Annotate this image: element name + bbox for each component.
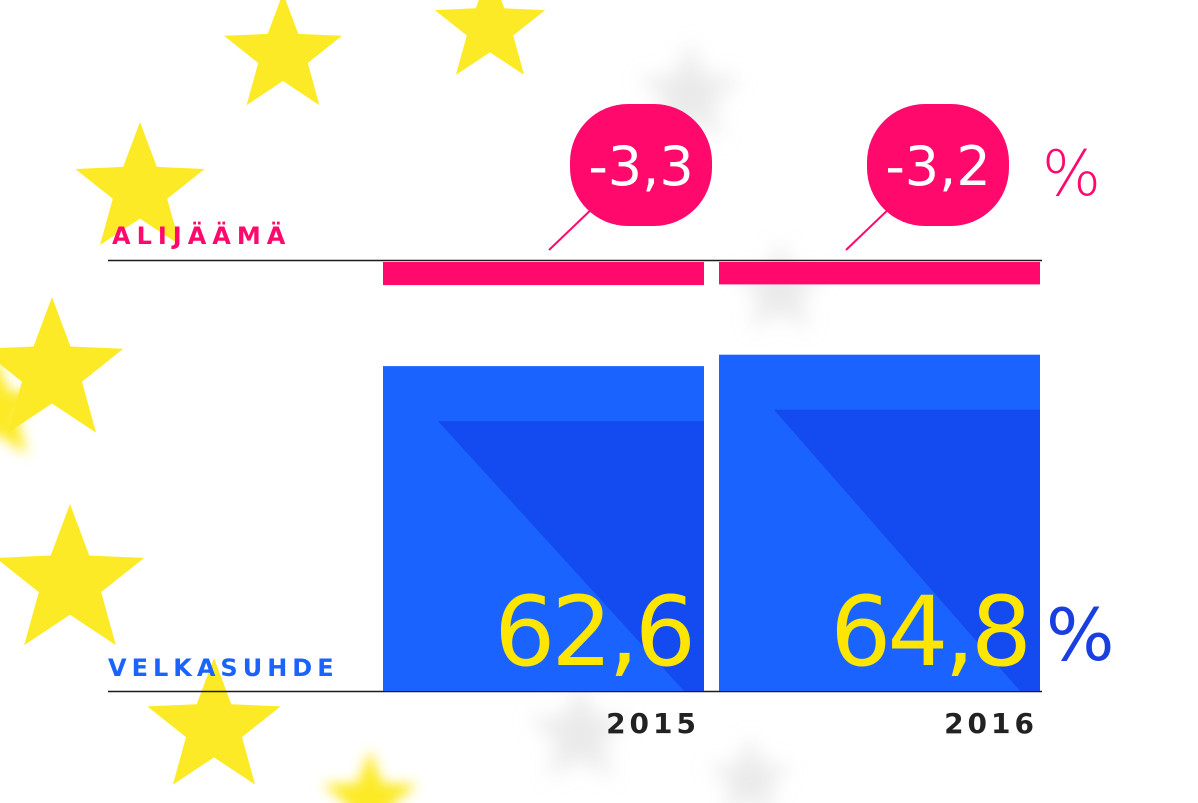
deficit-bar-2016 — [719, 262, 1040, 285]
year-label-2015: 2015 — [606, 707, 700, 740]
deficit-value-label: -3,2 — [885, 135, 990, 198]
debt-bar-shade — [438, 421, 704, 691]
star-icon — [75, 122, 205, 245]
axes — [108, 259, 1042, 693]
debt-bar-shade — [774, 409, 1040, 691]
ghost-star-icon — [732, 240, 828, 331]
deficit-value-label: -3,3 — [588, 135, 693, 198]
bars — [383, 262, 1040, 691]
debt-value-label: 64,8 — [830, 576, 1028, 688]
ghost-star-icon — [707, 735, 793, 803]
star-icon — [224, 0, 342, 106]
deficit-value-bubble — [570, 104, 712, 226]
year-label-2016: 2016 — [944, 707, 1038, 740]
eu-flag-stars-background — [0, 0, 828, 803]
star-icon — [0, 504, 145, 646]
deficit-series-label: ALIJÄÄMÄ — [112, 221, 291, 250]
deficit-unit-label: % — [1042, 137, 1101, 210]
labels: ALIJÄÄMÄ VELKASUHDE -3,3 -3,2 % 62,6 64,8 % 2015… — [108, 104, 1114, 740]
debt-series-label: VELKASUHDE — [108, 654, 339, 682]
debt-unit-label: % — [1046, 593, 1114, 677]
deficit-bar-2015 — [383, 262, 704, 286]
ghost-star-icon — [637, 40, 743, 140]
ghost-star-icon — [527, 680, 633, 780]
bubble-pointer — [845, 204, 894, 251]
star-icon — [322, 750, 418, 803]
bubble-pointer — [548, 204, 597, 251]
deficit-value-bubble — [867, 104, 1009, 226]
star-icon — [434, 0, 546, 75]
star-icon — [147, 658, 281, 785]
debt-value-label: 62,6 — [494, 576, 692, 688]
star-icon — [0, 368, 48, 455]
